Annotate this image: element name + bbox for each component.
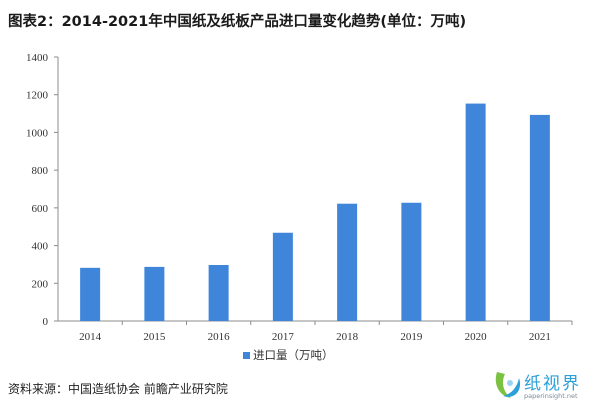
logo-url: paperinsight.net	[524, 392, 578, 400]
bar	[529, 114, 550, 322]
y-tick-label: 1400	[26, 52, 49, 64]
legend-swatch	[243, 352, 250, 359]
source-note: 资料来源：中国造纸协会 前瞻产业研究院	[8, 382, 228, 396]
y-tick-label: 200	[32, 278, 49, 290]
x-tick-label: 2019	[400, 331, 423, 343]
bar	[465, 103, 486, 321]
x-tick-label: 2021	[529, 331, 551, 343]
y-tick-label: 400	[32, 241, 49, 253]
y-tick-label: 1200	[26, 90, 49, 102]
chart-title: 图表2：2014-2021年中国纸及纸板产品进口量变化趋势(单位：万吨)	[8, 14, 467, 30]
bar	[272, 232, 293, 321]
y-tick-label: 600	[32, 203, 49, 215]
x-tick-label: 2020	[465, 331, 488, 343]
bar	[337, 203, 358, 321]
bar	[144, 266, 165, 321]
bar	[208, 264, 229, 321]
x-tick-label: 2017	[272, 331, 295, 343]
y-tick-label: 1000	[26, 127, 49, 139]
bar	[80, 267, 101, 321]
logo-text: 纸视界	[524, 374, 581, 394]
y-tick-label: 0	[43, 316, 49, 328]
bar	[401, 202, 422, 321]
y-tick-label: 800	[32, 165, 49, 177]
x-tick-label: 2015	[143, 331, 166, 343]
legend-label: 进口量（万吨）	[253, 348, 334, 362]
logo-swirl-icon	[495, 372, 521, 398]
logo: 纸视界 paperinsight.net	[493, 366, 593, 406]
x-tick-label: 2014	[79, 331, 102, 343]
x-tick-label: 2016	[208, 331, 231, 343]
x-tick-label: 2018	[336, 331, 359, 343]
